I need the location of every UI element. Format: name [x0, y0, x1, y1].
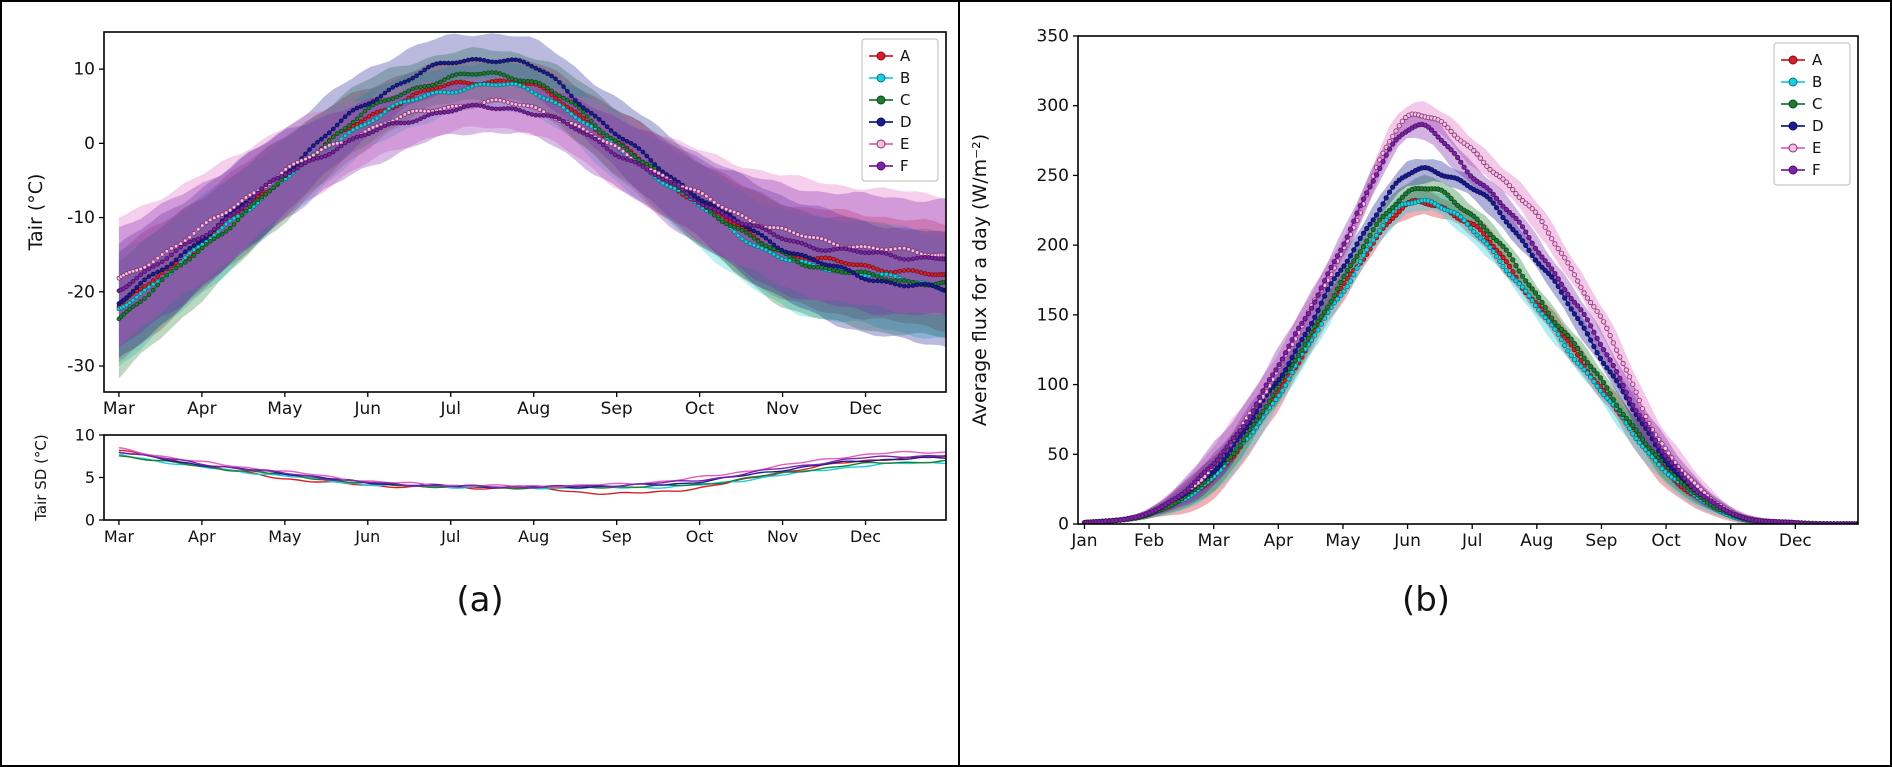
svg-text:Nov: Nov	[766, 399, 799, 419]
svg-text:10: 10	[73, 60, 95, 80]
panel-a-air-temperature: Mar Apr May Jun Jul Aug Sep Oct Nov Dec -30 -20 -10 0…	[2, 2, 958, 765]
caption-a: (a)	[456, 580, 504, 620]
svg-text:0: 0	[84, 134, 95, 154]
tair-sd-line-chart: Mar Apr May Jun Jul Aug Sep Oct Nov Dec 0 5 10 Tair S…	[32, 428, 947, 546]
svg-text:Aug: Aug	[518, 527, 549, 546]
svg-text:F: F	[900, 157, 909, 175]
svg-text:0: 0	[1058, 515, 1069, 535]
svg-text:E: E	[900, 135, 909, 153]
svg-text:C: C	[1812, 95, 1822, 113]
svg-text:350: 350	[1037, 27, 1069, 47]
svg-text:Dec: Dec	[850, 527, 881, 546]
svg-text:Nov: Nov	[1714, 531, 1747, 551]
svg-text:Jan: Jan	[1070, 531, 1097, 551]
svg-text:300: 300	[1037, 96, 1069, 116]
svg-text:Sep: Sep	[1585, 531, 1617, 551]
svg-text:Apr: Apr	[1264, 531, 1293, 551]
svg-text:100: 100	[1037, 375, 1069, 395]
svg-text:Oct: Oct	[685, 399, 715, 419]
svg-text:Tair SD (°C): Tair SD (°C)	[32, 434, 50, 522]
svg-text:-30: -30	[67, 357, 95, 377]
caption-b: (b)	[1401, 580, 1451, 620]
svg-text:150: 150	[1037, 305, 1069, 325]
svg-text:F: F	[1812, 161, 1821, 179]
svg-text:-10: -10	[67, 208, 95, 228]
svg-text:Jul: Jul	[440, 527, 460, 546]
svg-text:Nov: Nov	[767, 527, 798, 546]
svg-text:Dec: Dec	[849, 399, 882, 419]
svg-text:-20: -20	[67, 282, 95, 302]
svg-text:D: D	[900, 113, 912, 131]
svg-text:Mar: Mar	[104, 527, 135, 546]
svg-text:A: A	[900, 47, 911, 65]
svg-text:C: C	[900, 91, 910, 109]
flux-line-chart: Jan Feb Mar Apr May Jun Jul Aug Sep Oct Nov Dec 0 50 1…	[969, 27, 1859, 551]
svg-text:E: E	[1812, 139, 1821, 157]
svg-text:0: 0	[85, 511, 95, 530]
svg-text:Feb: Feb	[1134, 531, 1164, 551]
svg-text:50: 50	[1047, 445, 1069, 465]
svg-text:May: May	[267, 399, 302, 419]
svg-text:Apr: Apr	[187, 399, 216, 419]
svg-text:Jul: Jul	[1461, 531, 1483, 551]
svg-text:D: D	[1812, 117, 1824, 135]
panel-divider	[958, 2, 960, 765]
svg-text:200: 200	[1037, 236, 1069, 256]
svg-text:Aug: Aug	[517, 399, 550, 419]
svg-text:May: May	[1325, 531, 1360, 551]
panel-b-average-flux: Jan Feb Mar Apr May Jun Jul Aug Sep Oct Nov Dec 0 50 1…	[960, 2, 1890, 765]
svg-text:Jun: Jun	[1393, 531, 1421, 551]
svg-text:Dec: Dec	[1779, 531, 1812, 551]
svg-text:Sep: Sep	[601, 399, 633, 419]
svg-text:Average flux for a day (W/m⁻²): Average flux for a day (W/m⁻²)	[969, 134, 991, 426]
svg-text:B: B	[1812, 73, 1822, 91]
svg-text:Oct: Oct	[1651, 531, 1681, 551]
svg-text:10: 10	[75, 428, 95, 445]
svg-text:Jul: Jul	[439, 399, 461, 419]
svg-text:250: 250	[1037, 166, 1069, 186]
svg-text:5: 5	[85, 468, 95, 487]
svg-text:A: A	[1812, 51, 1823, 69]
svg-text:Aug: Aug	[1520, 531, 1553, 551]
svg-text:May: May	[268, 527, 301, 546]
svg-text:Apr: Apr	[188, 527, 216, 546]
svg-text:B: B	[900, 69, 910, 87]
svg-text:Sep: Sep	[602, 527, 632, 546]
svg-text:Jun: Jun	[354, 399, 382, 419]
svg-text:Oct: Oct	[686, 527, 714, 546]
svg-text:Tair (°C): Tair (°C)	[25, 174, 47, 252]
tair-line-chart: Mar Apr May Jun Jul Aug Sep Oct Nov Dec -30 -20 -10 0…	[25, 31, 947, 419]
svg-text:Mar: Mar	[1198, 531, 1230, 551]
svg-text:Jun: Jun	[354, 527, 380, 546]
svg-text:Mar: Mar	[103, 399, 135, 419]
